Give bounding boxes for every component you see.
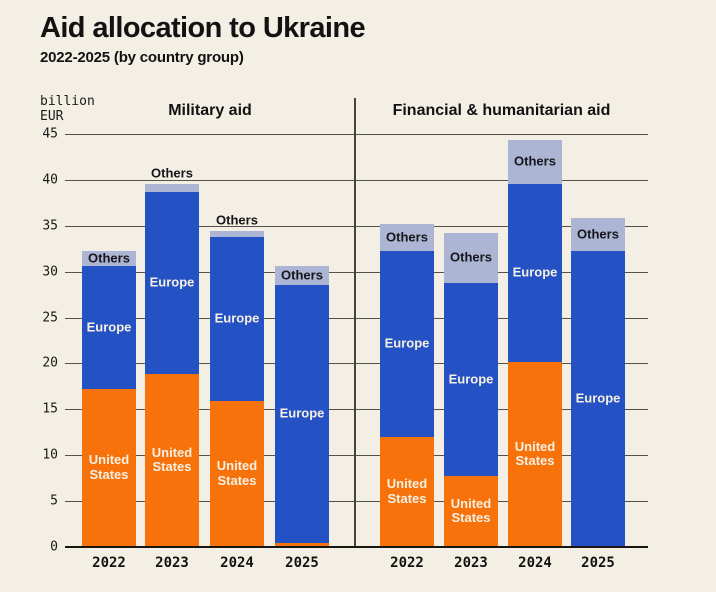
- bar-segment-us-2022: [380, 437, 434, 547]
- segment-label-others-2024: Others: [514, 153, 556, 169]
- segment-label-europe-2023: Europe: [448, 371, 494, 387]
- x-tick-label-2025-0: 2025: [285, 555, 319, 571]
- gridline-45: [65, 134, 648, 135]
- y-tick-label-20: 20: [42, 355, 58, 371]
- segment-label-others-2024: Others: [216, 212, 258, 228]
- y-tick-label-5: 5: [50, 493, 58, 509]
- segment-label-europe-2024: Europe: [214, 310, 260, 326]
- segment-label-europe-2025: Europe: [279, 405, 325, 421]
- bar-segment-us-2024: [508, 362, 562, 547]
- segment-label-us-2024: United States: [216, 458, 258, 488]
- panel-divider: [354, 98, 356, 547]
- bar-segment-us-2025: [275, 543, 329, 547]
- bar-segment-europe-2022: [82, 266, 136, 389]
- bar-segment-others-2023: [444, 233, 498, 283]
- gridline-30: [65, 272, 648, 273]
- chart-subtitle: 2022-2025 (by country group): [40, 49, 244, 66]
- bar-segment-europe-2024: [508, 184, 562, 362]
- bar-segment-others-2024: [210, 231, 264, 237]
- y-axis-unit-line1: billion: [40, 94, 95, 109]
- y-tick-label-25: 25: [42, 310, 58, 326]
- bar-segment-europe-2024: [210, 237, 264, 401]
- segment-label-others-2023: Others: [151, 165, 193, 181]
- y-tick-label-10: 10: [42, 447, 58, 463]
- x-axis-line: [65, 546, 648, 548]
- bar-segment-others-2025: [571, 218, 625, 251]
- bar-segment-us-2024: [210, 401, 264, 547]
- bar-segment-europe-2022: [380, 251, 434, 437]
- segment-label-europe-2024: Europe: [512, 264, 558, 280]
- bar-segment-europe-2023: [444, 283, 498, 476]
- segment-label-others-2025: Others: [577, 226, 619, 242]
- bar-segment-us-2022: [82, 389, 136, 547]
- bar-segment-others-2022: [380, 224, 434, 251]
- segment-label-us-2022: United States: [88, 452, 130, 482]
- gridline-35: [65, 226, 648, 227]
- x-tick-label-2022-0: 2022: [92, 555, 126, 571]
- gridline-15: [65, 409, 648, 410]
- segment-label-others-2023: Others: [450, 249, 492, 265]
- bar-segment-others-2025: [275, 266, 329, 285]
- panel-title-financial: Financial & humanitarian aid: [392, 102, 611, 119]
- segment-label-europe-2022: Europe: [86, 319, 132, 335]
- bar-segment-europe-2025: [275, 285, 329, 543]
- x-tick-label-2023-0: 2023: [155, 555, 189, 571]
- bar-segment-us-2023: [444, 476, 498, 547]
- bar-segment-others-2023: [145, 184, 199, 192]
- x-tick-label-2024-0: 2024: [220, 555, 254, 571]
- y-tick-label-15: 15: [42, 401, 58, 417]
- y-tick-label-45: 45: [42, 126, 58, 142]
- segment-label-europe-2022: Europe: [384, 335, 430, 351]
- segment-label-europe-2023: Europe: [149, 274, 195, 290]
- segment-label-us-2022: United States: [386, 476, 428, 506]
- segment-label-europe-2025: Europe: [575, 390, 621, 406]
- segment-label-us-2024: United States: [514, 438, 556, 469]
- gridline-25: [65, 318, 648, 319]
- segment-label-others-2022: Others: [386, 229, 428, 245]
- y-tick-label-30: 30: [42, 264, 58, 280]
- y-axis-unit: billion EUR: [40, 94, 95, 124]
- segment-label-others-2025: Others: [281, 267, 323, 283]
- bar-segment-europe-2025: [571, 251, 625, 547]
- bar-segment-europe-2023: [145, 192, 199, 374]
- y-tick-label-40: 40: [42, 172, 58, 188]
- bar-segment-us-2023: [145, 374, 199, 547]
- y-tick-label-0: 0: [50, 539, 58, 555]
- y-tick-label-35: 35: [42, 218, 58, 234]
- y-axis-unit-line2: EUR: [40, 109, 64, 124]
- gridline-40: [65, 180, 648, 181]
- segment-label-us-2023: United States: [151, 444, 193, 475]
- chart-title: Aid allocation to Ukraine: [40, 12, 366, 44]
- gridline-10: [65, 455, 648, 456]
- x-tick-label-2023-1: 2023: [454, 555, 488, 571]
- segment-label-others-2022: Others: [88, 250, 130, 266]
- gridline-20: [65, 363, 648, 364]
- gridline-5: [65, 501, 648, 502]
- bar-segment-others-2022: [82, 251, 136, 266]
- bar-segment-others-2024: [508, 140, 562, 184]
- x-tick-label-2025-1: 2025: [581, 555, 615, 571]
- x-tick-label-2022-1: 2022: [390, 555, 424, 571]
- x-tick-label-2024-1: 2024: [518, 555, 552, 571]
- segment-label-us-2023: United States: [450, 495, 492, 526]
- panel-title-military: Military aid: [168, 102, 252, 119]
